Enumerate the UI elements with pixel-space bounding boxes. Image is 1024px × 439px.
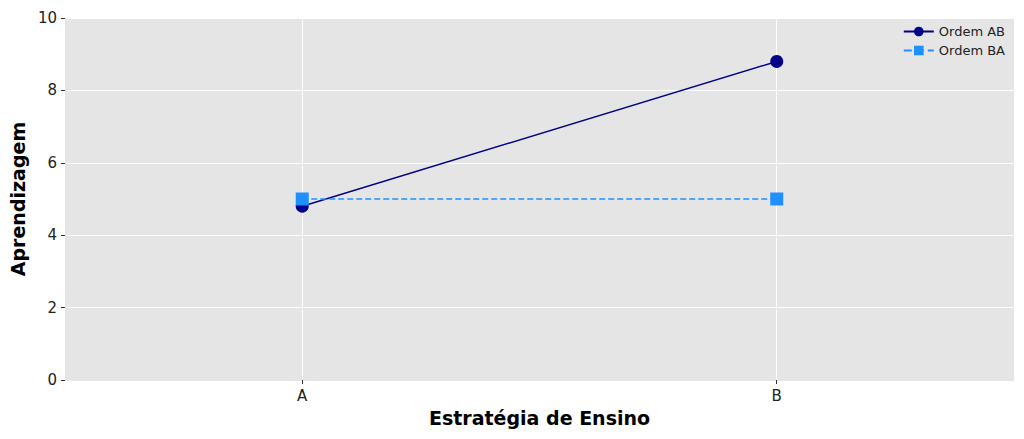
svg-text:A: A [297,387,308,405]
svg-text:8: 8 [47,81,57,99]
svg-text:10: 10 [38,9,57,27]
svg-text:Estratégia de Ensino: Estratégia de Ensino [429,407,650,429]
svg-text:Aprendizagem: Aprendizagem [7,122,29,276]
svg-text:B: B [772,387,782,405]
svg-text:Ordem BA: Ordem BA [939,43,1005,58]
svg-text:0: 0 [47,371,57,389]
svg-text:6: 6 [47,154,57,172]
svg-text:Ordem AB: Ordem AB [939,24,1005,39]
svg-text:4: 4 [47,226,57,244]
svg-text:2: 2 [47,299,57,317]
